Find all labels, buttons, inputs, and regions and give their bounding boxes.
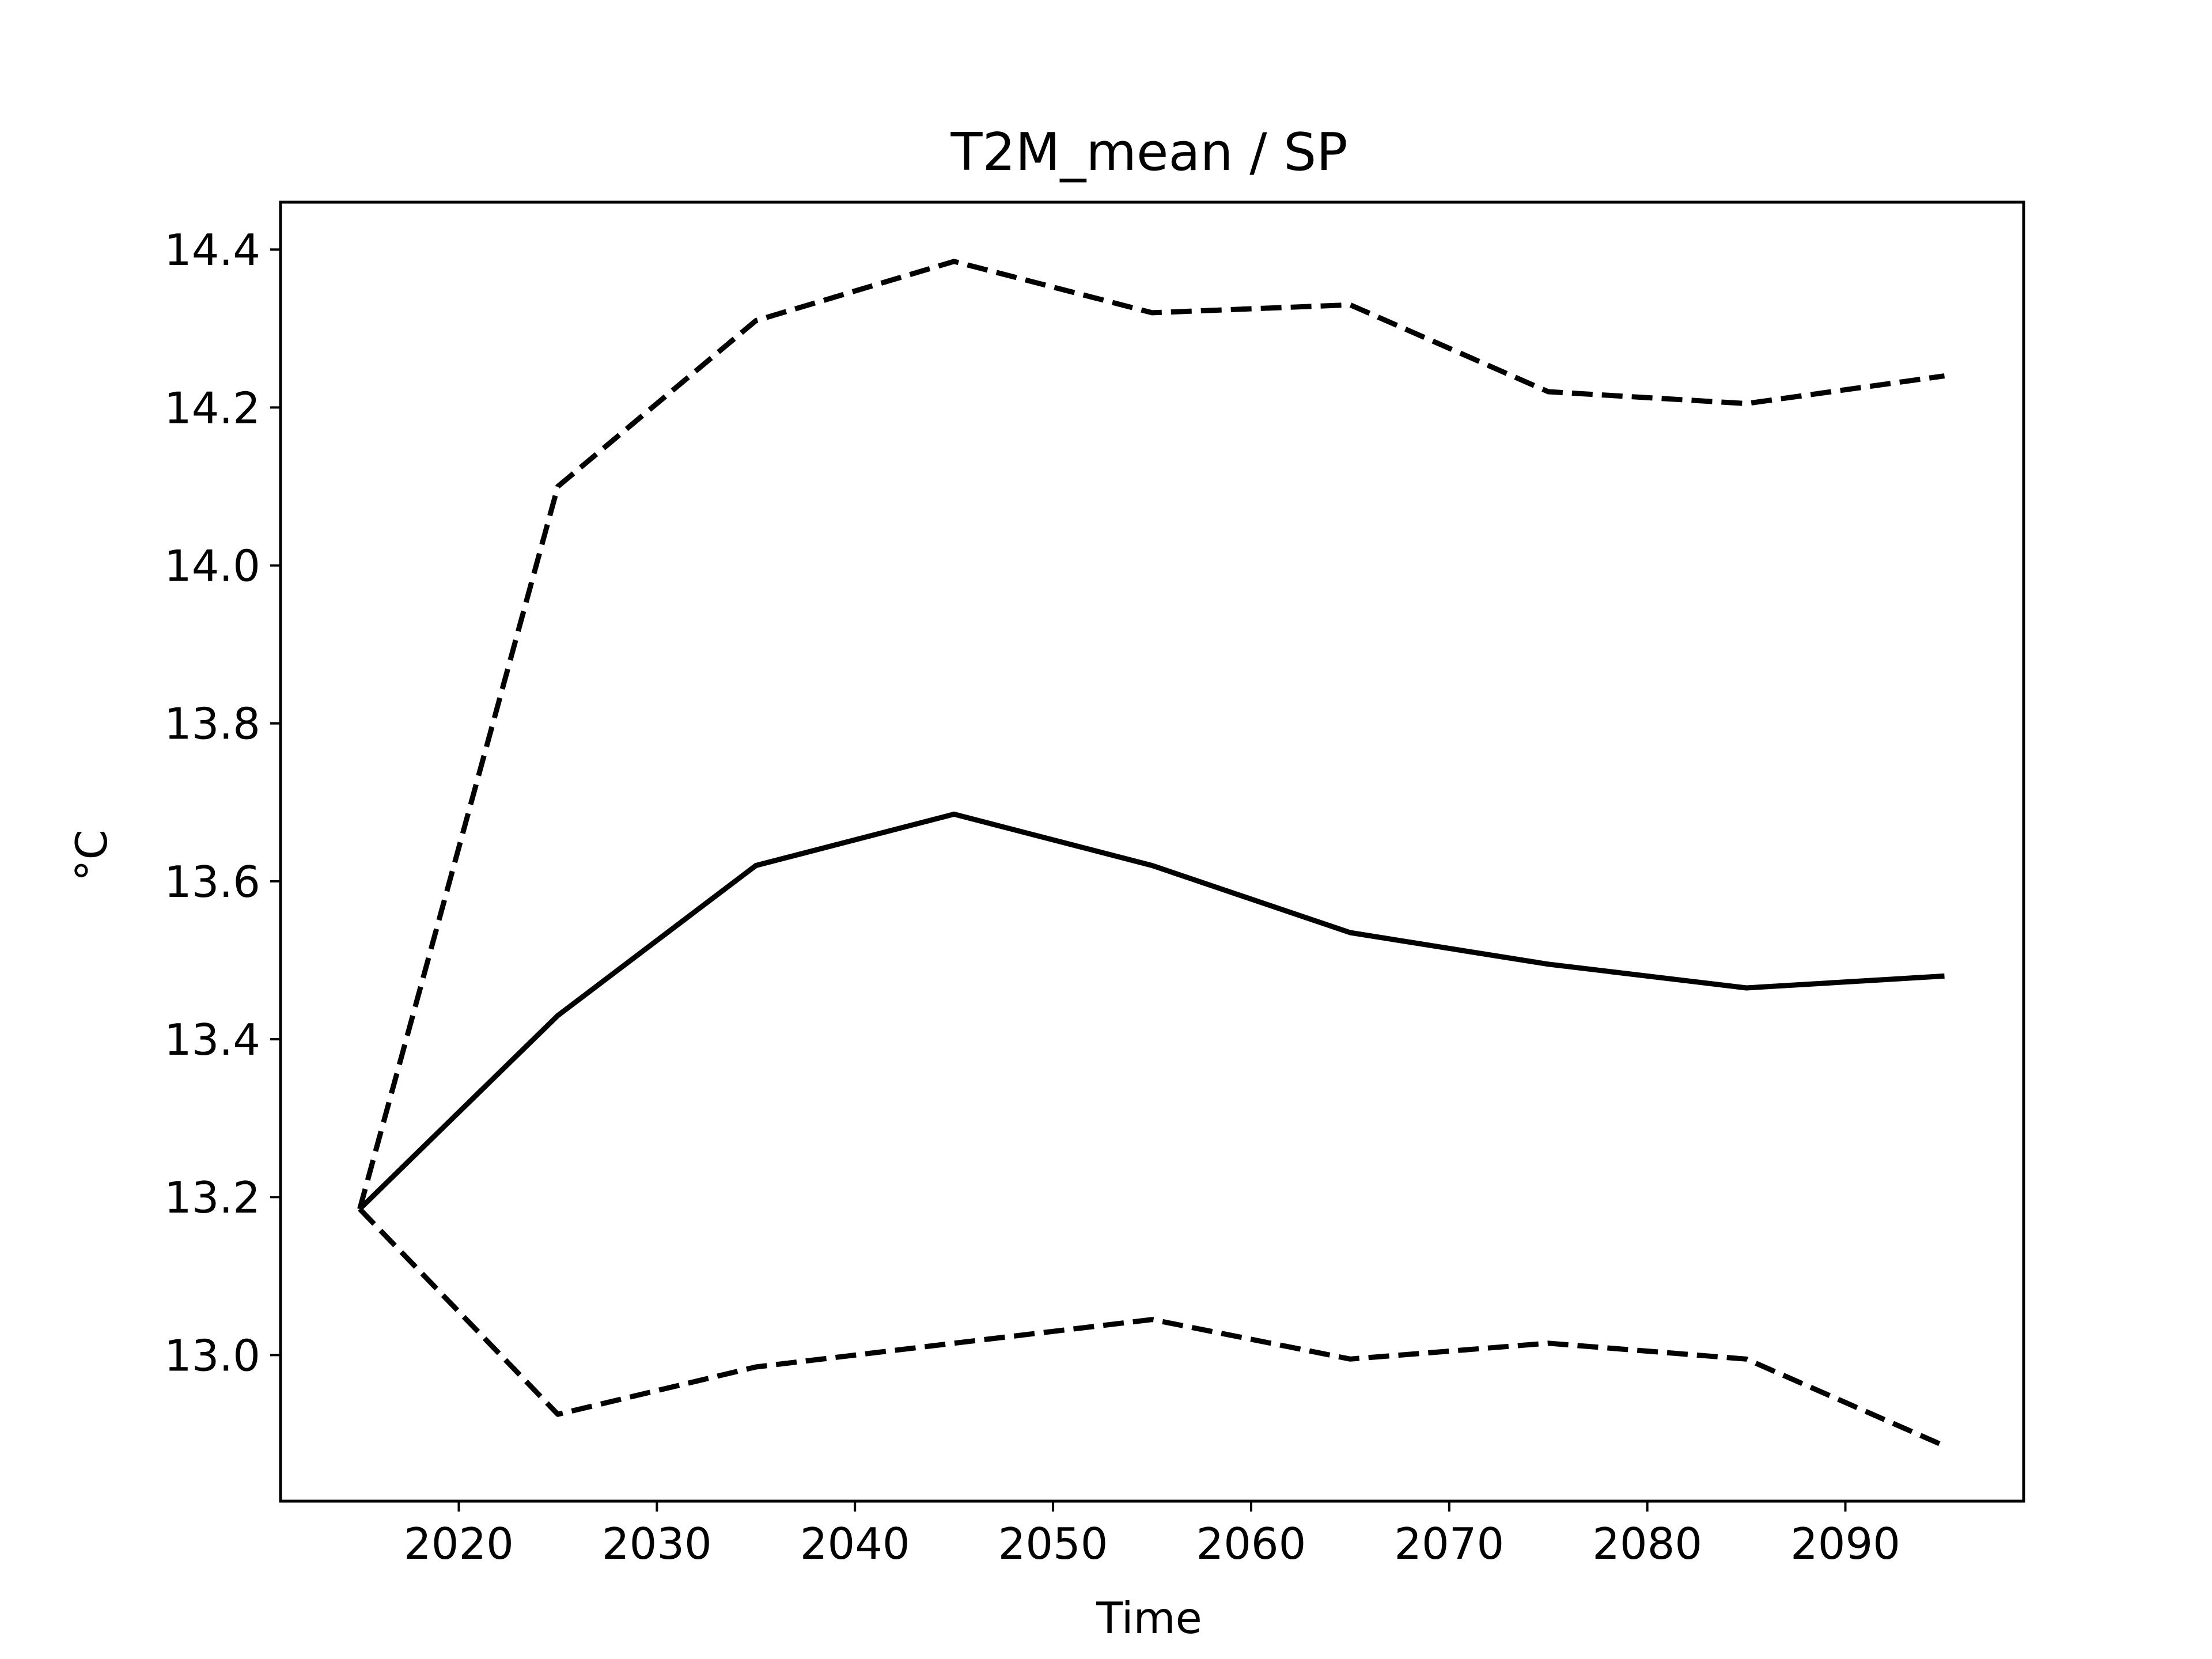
x-tick-label: 2070 bbox=[1394, 1518, 1504, 1569]
x-tick-label: 2080 bbox=[1592, 1518, 1702, 1569]
y-tick-label: 14.4 bbox=[164, 225, 260, 275]
series-line-1 bbox=[358, 811, 1945, 1211]
y-tick-label: 13.2 bbox=[164, 1172, 260, 1223]
x-axis-label: Time bbox=[1096, 1593, 1202, 1643]
plot-frame bbox=[279, 200, 2025, 1503]
x-tick-label: 2030 bbox=[602, 1518, 712, 1569]
series-lines bbox=[357, 259, 1946, 1449]
y-axis-ticks: 13.0 13.2 13.4 13.6 13.8 14.0 14.2 14.4 bbox=[164, 225, 281, 1381]
chart-title: T2M_mean / SP bbox=[950, 122, 1347, 183]
y-tick-label: 14.0 bbox=[164, 541, 260, 592]
x-tick-label: 2050 bbox=[998, 1518, 1108, 1569]
y-axis-label: °C bbox=[66, 830, 117, 881]
y-tick-label: 13.0 bbox=[164, 1330, 260, 1381]
series-line-2 bbox=[357, 259, 1945, 1210]
y-tick-label: 13.4 bbox=[164, 1014, 260, 1065]
x-tick-label: 2090 bbox=[1790, 1518, 1900, 1569]
series-line-3 bbox=[358, 1207, 1946, 1449]
x-tick-label: 2060 bbox=[1196, 1518, 1306, 1569]
y-tick-label: 13.8 bbox=[164, 699, 260, 749]
y-tick-label: 13.6 bbox=[164, 857, 260, 907]
plot-area bbox=[279, 200, 2025, 1503]
y-tick-label: 14.2 bbox=[164, 382, 260, 433]
x-axis-ticks: 2020 2030 2040 2050 2060 2070 2080 2090 bbox=[404, 1501, 1900, 1569]
x-tick-label: 2040 bbox=[800, 1518, 910, 1569]
x-tick-label: 2020 bbox=[404, 1518, 514, 1569]
